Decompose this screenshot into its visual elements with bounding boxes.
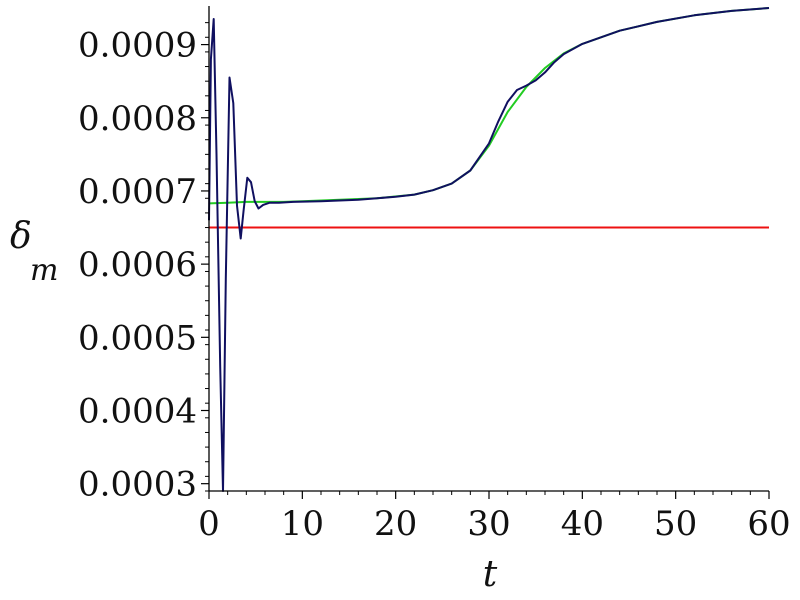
series-line-3 (208, 7, 770, 492)
x-tick-label: 30 (467, 504, 510, 544)
y-axis-title: δ (10, 216, 32, 257)
axes (208, 6, 769, 492)
x-axis-title: t (483, 554, 498, 595)
y-tick-label: 0.0006 (78, 245, 197, 285)
y-tick-label: 0.0005 (78, 318, 197, 358)
y-tick-label: 0.0007 (78, 172, 197, 212)
y-tick-label: 0.0008 (78, 99, 197, 139)
x-tick-label: 60 (747, 504, 790, 544)
x-tick-label: 50 (654, 504, 697, 544)
x-tick-label: 20 (374, 504, 417, 544)
ticks: 0 10 20 30 40 50 60 0.0003 0.0004 0.0005 0.0006 0.0… (78, 22, 791, 544)
y-tick-label: 0.0004 (78, 392, 197, 432)
x-tick-label: 0 (198, 504, 220, 544)
y-axis-title-subscript: m (30, 253, 58, 288)
plot-lines (208, 7, 770, 492)
x-tick-label: 40 (561, 504, 604, 544)
series-line-2 (208, 7, 770, 205)
y-tick-label: 0.0003 (78, 465, 197, 505)
y-tick-label: 0.0009 (78, 26, 197, 66)
x-tick-label: 10 (281, 504, 324, 544)
